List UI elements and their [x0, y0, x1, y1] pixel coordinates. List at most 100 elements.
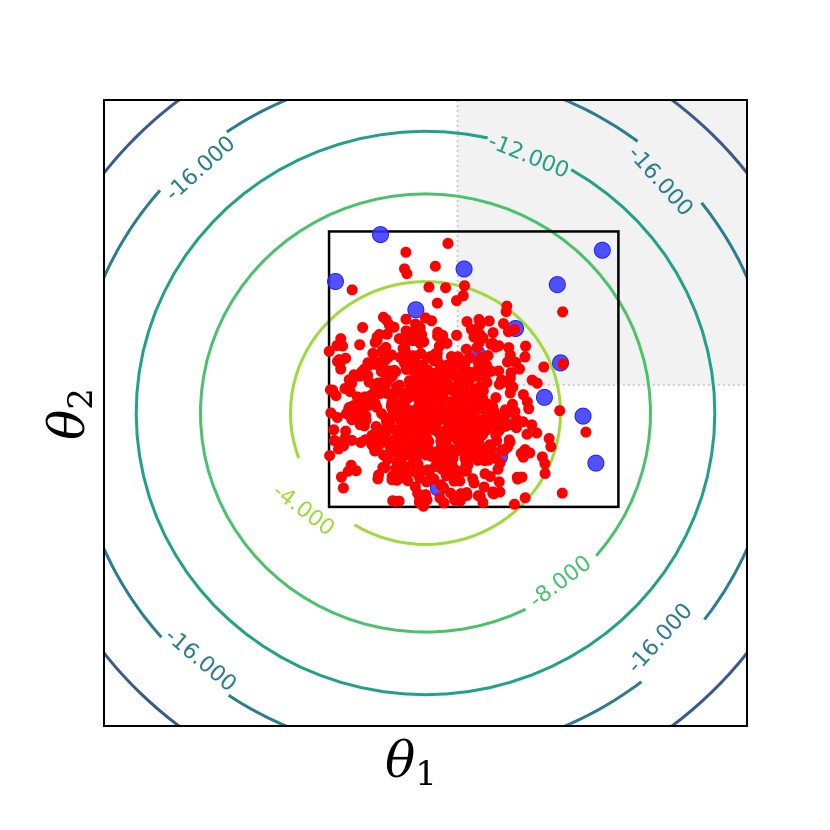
red-point — [420, 489, 432, 501]
red-point — [371, 425, 383, 437]
red-point — [477, 332, 489, 344]
red-point — [580, 426, 592, 438]
blue-point — [587, 454, 605, 472]
contour-line — [700, 201, 747, 621]
red-point — [474, 319, 486, 331]
axes-frame — [103, 99, 748, 727]
red-point — [445, 487, 457, 499]
red-point — [423, 281, 435, 293]
red-point — [468, 420, 480, 432]
red-point — [441, 337, 453, 349]
red-point — [323, 345, 335, 357]
red-point — [354, 339, 366, 351]
red-point — [448, 447, 460, 459]
red-point — [328, 424, 340, 436]
red-point — [389, 495, 401, 507]
red-point — [538, 361, 550, 373]
contour-line — [198, 192, 653, 634]
blue-point — [593, 241, 611, 259]
red-points — [323, 237, 592, 512]
red-point — [346, 284, 358, 296]
red-point — [504, 387, 516, 399]
red-point — [372, 473, 384, 485]
red-point — [350, 465, 362, 477]
red-point — [380, 314, 392, 326]
red-point — [531, 427, 543, 439]
red-point — [401, 435, 413, 447]
red-point — [539, 467, 551, 479]
red-point — [338, 440, 350, 452]
red-point — [423, 436, 435, 448]
red-point — [434, 428, 446, 440]
red-point — [517, 451, 529, 463]
red-point — [490, 392, 502, 404]
red-point — [400, 325, 412, 337]
red-point — [400, 246, 412, 258]
red-point — [378, 436, 390, 448]
contour-line — [225, 100, 639, 143]
red-point — [510, 413, 522, 425]
red-point — [465, 323, 477, 335]
red-point — [482, 350, 494, 362]
red-point — [379, 383, 391, 395]
red-point — [482, 454, 494, 466]
red-point — [437, 443, 449, 455]
red-point — [457, 440, 469, 452]
blue-point — [407, 301, 425, 319]
red-point — [508, 498, 520, 510]
red-point — [436, 453, 448, 465]
red-point — [413, 461, 425, 473]
red-point — [395, 420, 407, 432]
red-point — [456, 360, 468, 372]
blue-point — [455, 260, 473, 278]
red-point — [554, 405, 566, 417]
red-point — [483, 315, 495, 327]
red-point — [432, 326, 444, 338]
red-point — [446, 366, 458, 378]
red-point — [487, 327, 499, 339]
contour-line — [134, 129, 717, 697]
red-point — [356, 365, 368, 377]
contour-line — [227, 680, 643, 726]
blue-point — [326, 273, 344, 291]
red-point — [381, 454, 393, 466]
red-point — [440, 282, 452, 294]
red-point — [442, 378, 454, 390]
red-point — [472, 454, 484, 466]
red-point — [468, 410, 480, 422]
y-axis-label: θ2 — [38, 388, 101, 440]
red-point — [329, 435, 341, 447]
red-point — [369, 445, 381, 457]
red-point — [358, 420, 370, 432]
red-point — [510, 422, 522, 434]
red-point — [557, 358, 569, 370]
red-point — [391, 456, 403, 468]
red-point — [434, 492, 446, 504]
red-point — [503, 434, 515, 446]
red-point — [429, 379, 441, 391]
red-point — [415, 447, 427, 459]
red-point — [335, 333, 347, 345]
red-point — [519, 492, 531, 504]
red-point — [461, 454, 473, 466]
red-point — [388, 321, 400, 333]
red-point — [430, 412, 442, 424]
red-point — [455, 406, 467, 418]
red-point — [414, 322, 426, 334]
red-point — [324, 450, 336, 462]
red-point — [401, 268, 413, 280]
red-point — [481, 376, 493, 388]
red-point — [413, 400, 425, 412]
red-point — [381, 328, 393, 340]
red-point — [482, 401, 494, 413]
red-point — [411, 383, 423, 395]
red-point — [456, 370, 468, 382]
red-point — [429, 260, 441, 272]
red-point — [516, 471, 528, 483]
red-point — [442, 237, 454, 249]
red-point — [409, 354, 421, 366]
red-point — [462, 391, 474, 403]
red-point — [526, 419, 538, 431]
